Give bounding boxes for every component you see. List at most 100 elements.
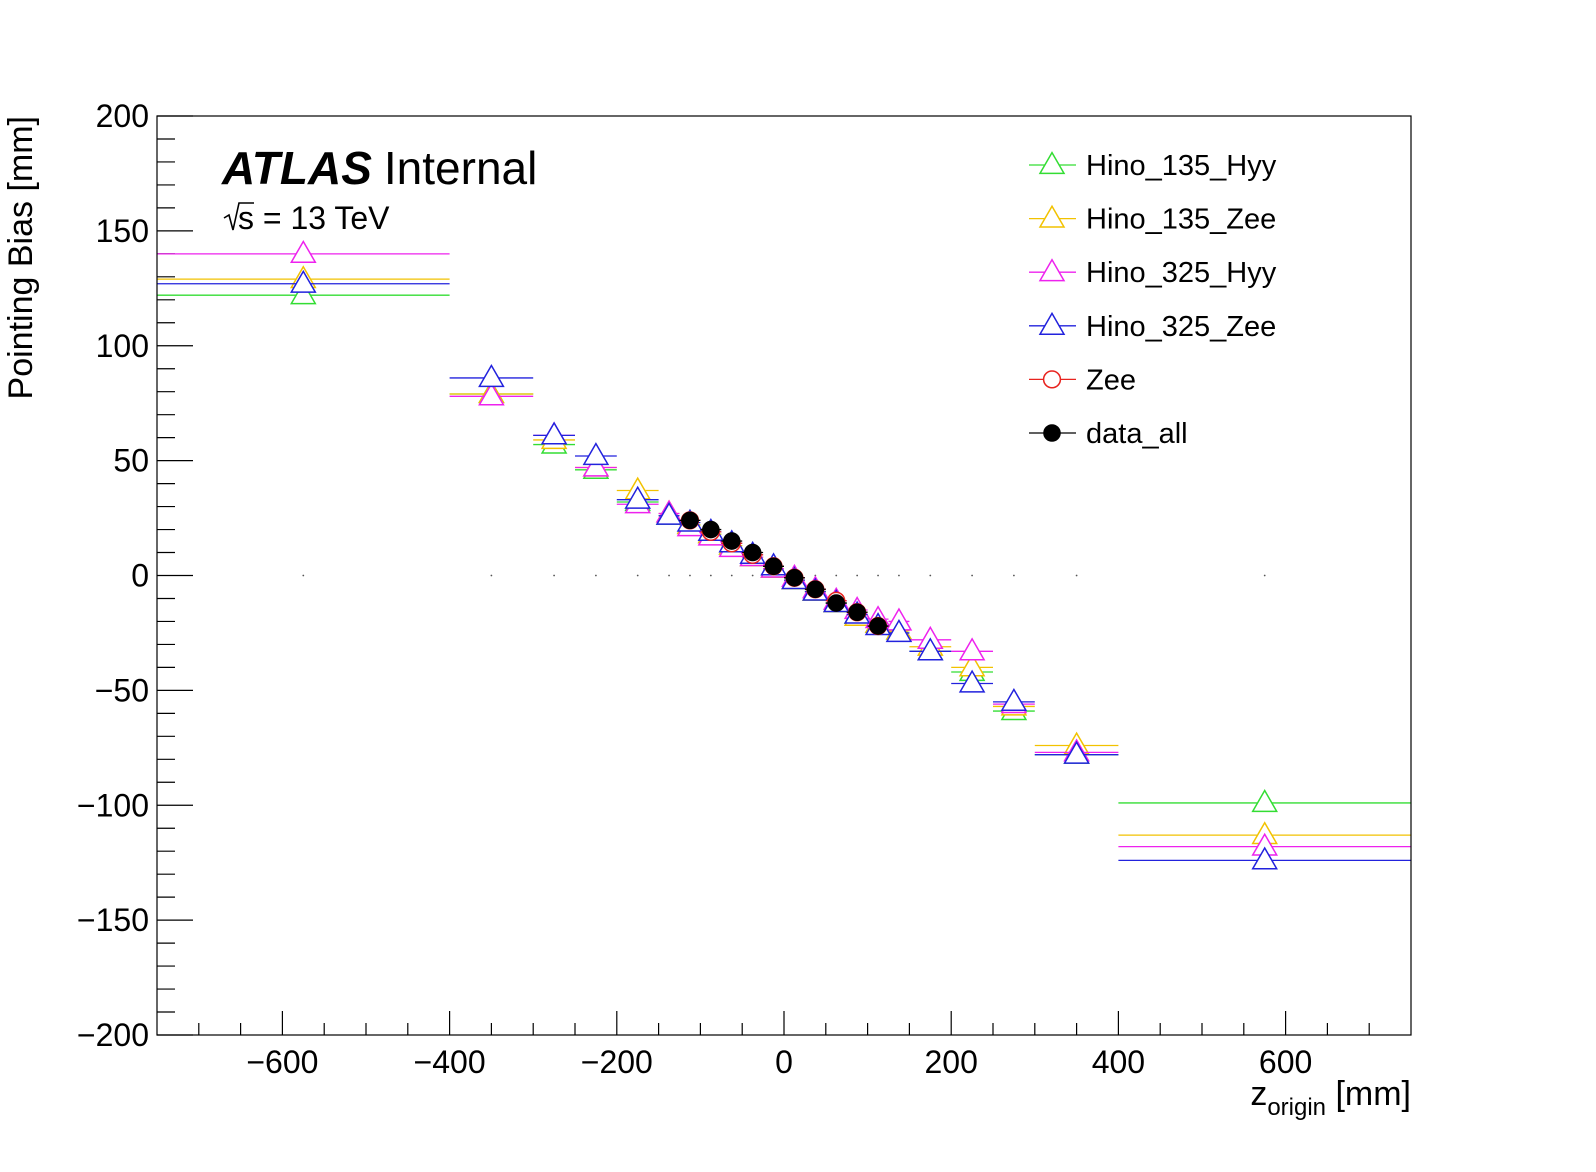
legend-entry: Hino_135_Hyy — [1029, 150, 1277, 182]
y-tick-label: −200 — [77, 1017, 149, 1053]
legend-marker — [1038, 204, 1066, 228]
data-point — [1000, 687, 1028, 712]
data-point — [917, 637, 944, 661]
x-tick-label: 400 — [1092, 1044, 1145, 1080]
y-tick-label: 150 — [96, 213, 149, 249]
legend-entry: Hino_135_Zee — [1029, 204, 1276, 236]
data-point — [785, 569, 804, 587]
legend-marker — [1043, 424, 1061, 442]
zero-dot — [689, 574, 691, 577]
zero-dot — [971, 574, 973, 577]
zero-dot — [730, 574, 733, 577]
data-point — [540, 421, 568, 445]
legend-marker — [1038, 258, 1066, 282]
y-axis: −200 −150 −100 −50 0 50 100 150 200 — [77, 98, 193, 1053]
data-point — [478, 382, 505, 406]
y-tick-label: 50 — [113, 443, 149, 479]
series-data_all — [679, 511, 889, 635]
zero-dot — [1013, 574, 1015, 577]
y-tick-label: 200 — [96, 98, 149, 134]
data-point — [848, 603, 866, 622]
x-tick-label: 0 — [775, 1044, 793, 1080]
data-point — [885, 619, 913, 643]
energy-label: s = 13 TeV — [238, 200, 390, 236]
y-tick-label: −150 — [77, 902, 149, 938]
legend-entry: Hino_325_Hyy — [1029, 257, 1277, 289]
data-point — [655, 501, 683, 525]
data-point — [958, 637, 986, 661]
zero-dot — [1263, 574, 1266, 577]
data-point — [827, 594, 846, 612]
legend-marker — [1042, 370, 1062, 389]
zero-dot — [553, 574, 555, 577]
y-axis-title: Pointing Bias [mm] — [2, 116, 40, 399]
legend-marker — [1038, 311, 1066, 335]
data-point — [1063, 740, 1090, 764]
data-point — [958, 669, 986, 693]
data-point — [764, 557, 783, 576]
zero-dot — [668, 574, 670, 577]
data-point — [743, 543, 762, 562]
x-tick-label: 600 — [1259, 1044, 1312, 1080]
atlas-label: ATLAS — [221, 142, 372, 194]
x-axis-title-unit: [mm] — [1326, 1075, 1411, 1113]
legend: Hino_135_Hyy Hino_135_Zee Hino_325_Hyy Hino… — [1029, 150, 1277, 450]
internal-label: Internal — [384, 142, 537, 194]
x-tick-label: −200 — [581, 1044, 653, 1080]
x-axis-title: zorigin [mm] — [1250, 1075, 1411, 1121]
x-tick-label: −600 — [246, 1044, 318, 1080]
legend-marker — [1038, 151, 1066, 175]
legend-label: data_all — [1086, 418, 1188, 450]
zero-dot — [302, 574, 305, 577]
data-point — [582, 442, 610, 466]
data-point — [806, 580, 825, 599]
series-layer — [157, 239, 1411, 870]
zero-dot — [595, 574, 597, 577]
data-point — [478, 364, 505, 388]
data-point — [722, 532, 741, 550]
zero-dot — [751, 574, 754, 577]
zero-dot — [898, 574, 900, 577]
series-Hino_135_Hyy — [157, 281, 1411, 813]
legend-label: Hino_325_Hyy — [1086, 257, 1277, 289]
legend-label: Hino_135_Hyy — [1086, 150, 1277, 182]
data-point — [869, 617, 887, 635]
series-Hino_325_Zee — [157, 269, 1411, 870]
zero-dot — [835, 574, 838, 577]
legend-label: Hino_325_Zee — [1086, 311, 1276, 343]
zero-dot — [1075, 574, 1078, 577]
data-point — [702, 520, 720, 539]
zero-dot — [877, 574, 879, 577]
data-point — [290, 281, 317, 305]
y-tick-label: 100 — [96, 328, 149, 364]
y-tick-label: −50 — [95, 672, 149, 708]
zero-dot — [636, 574, 639, 577]
x-tick-label: −400 — [414, 1044, 486, 1080]
data-point — [290, 239, 317, 263]
legend-entry: Hino_325_Zee — [1029, 311, 1276, 343]
data-point — [290, 269, 317, 293]
y-tick-label: −100 — [77, 787, 149, 823]
x-axis-title-main: z — [1250, 1075, 1267, 1113]
y-tick-label: 0 — [131, 558, 149, 594]
data-point — [681, 511, 699, 530]
experiment-label: ATLAS Internal — [221, 142, 537, 194]
sqrt-symbol-icon — [223, 202, 254, 231]
legend-label: Hino_135_Zee — [1086, 204, 1276, 236]
zero-dot — [929, 574, 932, 577]
x-tick-label: 200 — [925, 1044, 978, 1080]
zero-dot — [709, 574, 712, 577]
data-point — [624, 485, 651, 509]
zero-dot — [490, 574, 493, 577]
legend-entry: Zee — [1029, 364, 1136, 396]
x-axis-title-sub: origin — [1267, 1094, 1326, 1121]
plot-frame — [156, 115, 1412, 1036]
series-Hino_135_Zee — [157, 265, 1411, 845]
legend-entry: data_all — [1029, 418, 1188, 450]
x-axis: −600 −400 −200 0 200 400 600 — [198, 1011, 1370, 1080]
data-point — [1251, 846, 1278, 870]
legend-label: Zee — [1086, 364, 1136, 396]
data-point — [1251, 789, 1278, 813]
data-point — [582, 453, 610, 477]
